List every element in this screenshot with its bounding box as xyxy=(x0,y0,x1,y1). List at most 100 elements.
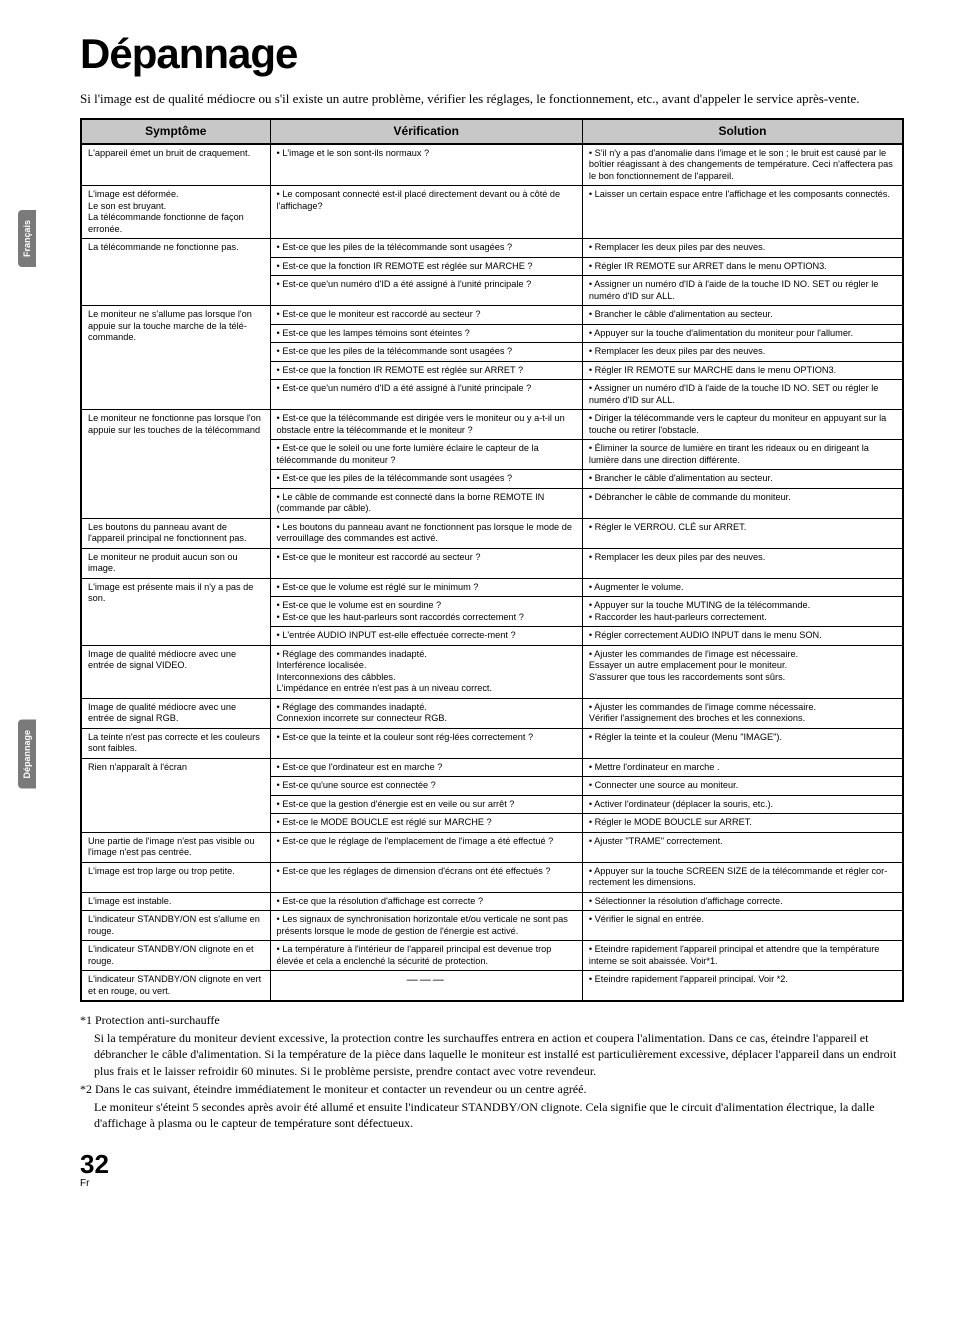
solution-cell: • Régler la teinte et la couleur (Menu "… xyxy=(582,728,903,758)
symptom-cell: L'image est déformée. Le son est bruyant… xyxy=(81,186,270,239)
col-solution: Solution xyxy=(582,119,903,144)
table-row: Les boutons du panneau avant de l'appare… xyxy=(81,518,903,548)
verification-cell: • Est-ce que les piles de la télécommand… xyxy=(270,470,582,489)
symptom-cell: Une partie de l'image n'est pas visible … xyxy=(81,832,270,862)
note2-label: *2 Dans le cas suivant, éteindre immédia… xyxy=(80,1081,904,1097)
solution-cell: • Sélectionner la résolution d'affichage… xyxy=(582,892,903,911)
symptom-cell: Rien n'apparaît à l'écran xyxy=(81,758,270,832)
symptom-cell: Les boutons du panneau avant de l'appare… xyxy=(81,518,270,548)
table-row: Le moniteur ne s'allume pas lorsque l'on… xyxy=(81,306,903,325)
solution-cell: • Laisser un certain espace entre l'affi… xyxy=(582,186,903,239)
solution-cell: • Activer l'ordinateur (déplacer la sour… xyxy=(582,795,903,814)
solution-cell: • Ajuster les commandes de l'image est n… xyxy=(582,645,903,698)
intro-text: Si l'image est de qualité médiocre ou s'… xyxy=(80,90,904,108)
solution-cell: • Vérifier le signal en entrée. xyxy=(582,911,903,941)
solution-cell: • Augmenter le volume. xyxy=(582,578,903,597)
verification-cell: • L'image et le son sont-ils normaux ? xyxy=(270,144,582,186)
symptom-cell: La teinte n'est pas correcte et les coul… xyxy=(81,728,270,758)
table-row: La télécommande ne fonctionne pas.• Est-… xyxy=(81,239,903,258)
solution-cell: • Connecter une source au moniteur. xyxy=(582,777,903,796)
verification-cell: • Les signaux de synchronisation horizon… xyxy=(270,911,582,941)
note1-label: *1 Protection anti-surchauffe xyxy=(80,1012,904,1028)
solution-cell: • Diriger la télécommande vers le capteu… xyxy=(582,410,903,440)
symptom-cell: Image de qualité médiocre avec une entré… xyxy=(81,645,270,698)
symptom-cell: L'indicateur STANDBY/ON clignote en vert… xyxy=(81,971,270,1002)
symptom-cell: Image de qualité médiocre avec une entré… xyxy=(81,698,270,728)
verification-cell: • Réglage des commandes inadapté. Connex… xyxy=(270,698,582,728)
table-row: La teinte n'est pas correcte et les coul… xyxy=(81,728,903,758)
verification-cell: • Est-ce qu'une source est connectée ? xyxy=(270,777,582,796)
solution-cell: • Ajuster les commandes de l'image comme… xyxy=(582,698,903,728)
solution-cell: • Brancher le câble d'alimentation au se… xyxy=(582,306,903,325)
symptom-cell: L'image est instable. xyxy=(81,892,270,911)
symptom-cell: La télécommande ne fonctionne pas. xyxy=(81,239,270,306)
table-row: L'image est instable.• Est-ce que la rés… xyxy=(81,892,903,911)
note2-body: Le moniteur s'éteint 5 secondes après av… xyxy=(80,1099,904,1131)
solution-cell: • Eteindre rapidement l'appareil princip… xyxy=(582,941,903,971)
verification-cell: • Est-ce que les piles de la télécommand… xyxy=(270,343,582,362)
verification-cell: • Le câble de commande est connecté dans… xyxy=(270,488,582,518)
verification-cell: • Le composant connecté est-il placé dir… xyxy=(270,186,582,239)
solution-cell: • Débrancher le câble de commande du mon… xyxy=(582,488,903,518)
solution-cell: • Régler correctement AUDIO INPUT dans l… xyxy=(582,627,903,646)
symptom-cell: L'indicateur STANDBY/ON clignote en et r… xyxy=(81,941,270,971)
verification-cell: • Est-ce que la gestion d'énergie est en… xyxy=(270,795,582,814)
verification-cell: • Les boutons du panneau avant ne foncti… xyxy=(270,518,582,548)
solution-cell: • Appuyer sur la touche d'alimentation d… xyxy=(582,324,903,343)
solution-cell: • Régler le VERROU. CLÉ sur ARRET. xyxy=(582,518,903,548)
solution-cell: • Régler le MODE BOUCLE sur ARRET. xyxy=(582,814,903,833)
verification-cell: • Est-ce que la télécommande est dirigée… xyxy=(270,410,582,440)
verification-cell: • Est-ce que les réglages de dimension d… xyxy=(270,862,582,892)
symptom-cell: Le moniteur ne fonctionne pas lorsque l'… xyxy=(81,410,270,519)
solution-cell: • Remplacer les deux piles par des neuve… xyxy=(582,343,903,362)
solution-cell: • Ajuster "TRAME" correctement. xyxy=(582,832,903,862)
table-row: L'appareil émet un bruit de craquement.•… xyxy=(81,144,903,186)
side-tab-depannage: Dépannage xyxy=(18,720,36,789)
verification-cell: • La température à l'intérieur de l'appa… xyxy=(270,941,582,971)
verification-cell: • Est-ce que le soleil ou une forte lumi… xyxy=(270,440,582,470)
page-number: 32 xyxy=(80,1149,109,1179)
table-body: L'appareil émet un bruit de craquement.•… xyxy=(81,144,903,1002)
symptom-cell: Le moniteur ne produit aucun son ou imag… xyxy=(81,548,270,578)
verification-cell: • L'entrée AUDIO INPUT est-elle effectué… xyxy=(270,627,582,646)
verification-cell: • Est-ce que la teinte et la couleur son… xyxy=(270,728,582,758)
table-row: L'image est déformée. Le son est bruyant… xyxy=(81,186,903,239)
troubleshoot-table: Symptôme Vérification Solution L'apparei… xyxy=(80,118,904,1003)
verification-cell: • Est-ce que'un numéro d'ID a été assign… xyxy=(270,276,582,306)
page-lang: Fr xyxy=(80,1178,904,1189)
page-title: Dépannage xyxy=(80,30,904,78)
table-row: L'indicateur STANDBY/ON est s'allume en … xyxy=(81,911,903,941)
symptom-cell: L'indicateur STANDBY/ON est s'allume en … xyxy=(81,911,270,941)
table-row: Image de qualité médiocre avec une entré… xyxy=(81,698,903,728)
solution-cell: • Éliminer la source de lumière en tiran… xyxy=(582,440,903,470)
footnotes: *1 Protection anti-surchauffe Si la temp… xyxy=(80,1012,904,1131)
symptom-cell: Le moniteur ne s'allume pas lorsque l'on… xyxy=(81,306,270,410)
solution-cell: • Remplacer les deux piles par des neuve… xyxy=(582,548,903,578)
solution-cell: • Assigner un numéro d'ID à l'aide de la… xyxy=(582,380,903,410)
verification-cell: • Est-ce que l'ordinateur est en marche … xyxy=(270,758,582,777)
table-row: L'image est trop large ou trop petite.• … xyxy=(81,862,903,892)
solution-cell: • Assigner un numéro d'ID à l'aide de la… xyxy=(582,276,903,306)
verification-cell: • Est-ce que le réglage de l'emplacement… xyxy=(270,832,582,862)
table-row: L'indicateur STANDBY/ON clignote en et r… xyxy=(81,941,903,971)
col-symptome: Symptôme xyxy=(81,119,270,144)
verification-cell: • Est-ce que les piles de la télécommand… xyxy=(270,239,582,258)
verification-cell: • Est-ce que le volume est en sourdine ?… xyxy=(270,597,582,627)
symptom-cell: L'image est présente mais il n'y a pas d… xyxy=(81,578,270,645)
page-content: Dépannage Si l'image est de qualité médi… xyxy=(0,0,954,1219)
verification-cell: • Est-ce que la fonction IR REMOTE est r… xyxy=(270,257,582,276)
table-row: Image de qualité médiocre avec une entré… xyxy=(81,645,903,698)
table-row: L'image est présente mais il n'y a pas d… xyxy=(81,578,903,597)
note1-body: Si la température du moniteur devient ex… xyxy=(80,1030,904,1079)
verification-cell: • Est-ce que le volume est réglé sur le … xyxy=(270,578,582,597)
solution-cell: • Régler IR REMOTE sur ARRET dans le men… xyxy=(582,257,903,276)
page-number-block: 32 Fr xyxy=(80,1149,904,1189)
table-row: Le moniteur ne produit aucun son ou imag… xyxy=(81,548,903,578)
verification-cell: ——— xyxy=(270,971,582,1002)
symptom-cell: L'image est trop large ou trop petite. xyxy=(81,862,270,892)
verification-cell: • Est-ce que le moniteur est raccordé au… xyxy=(270,548,582,578)
verification-cell: • Est-ce que'un numéro d'ID a été assign… xyxy=(270,380,582,410)
verification-cell: • Est-ce que la résolution d'affichage e… xyxy=(270,892,582,911)
solution-cell: • S'il n'y a pas d'anomalie dans l'image… xyxy=(582,144,903,186)
solution-cell: • Appuyer sur la touche SCREEN SIZE de l… xyxy=(582,862,903,892)
